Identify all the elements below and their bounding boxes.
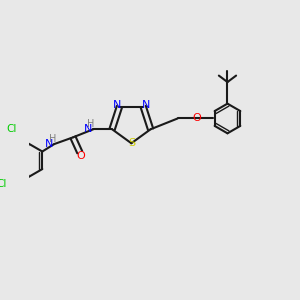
Text: S: S bbox=[128, 138, 135, 148]
Text: H: H bbox=[49, 134, 56, 144]
Text: H: H bbox=[87, 119, 95, 129]
Text: N: N bbox=[112, 100, 121, 110]
Text: N: N bbox=[84, 124, 93, 134]
Text: O: O bbox=[192, 113, 201, 124]
Text: Cl: Cl bbox=[7, 124, 17, 134]
Text: Cl: Cl bbox=[0, 179, 7, 189]
Text: N: N bbox=[142, 100, 150, 110]
Text: N: N bbox=[45, 139, 53, 149]
Text: O: O bbox=[77, 151, 85, 161]
